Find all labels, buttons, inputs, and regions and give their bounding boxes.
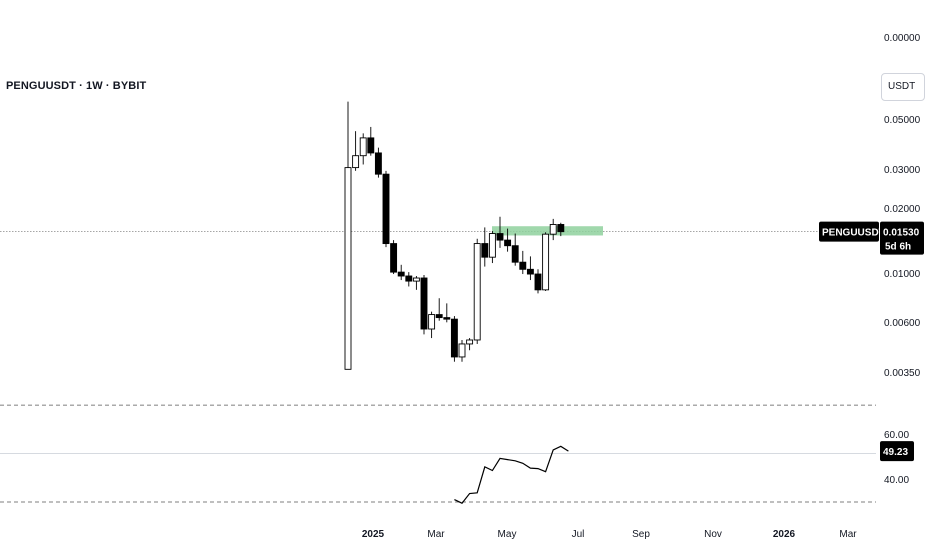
time-tick-label: Nov <box>704 529 722 540</box>
price-tick-label: 0.01000 <box>884 269 921 280</box>
candle-body <box>435 314 443 319</box>
candle-body <box>405 275 413 282</box>
candle-body <box>542 233 550 291</box>
grid-layer <box>0 231 876 503</box>
candle-body <box>359 137 367 157</box>
candle-body <box>374 152 382 175</box>
candle <box>428 311 436 339</box>
candle-body <box>382 173 390 245</box>
candle <box>435 298 443 321</box>
candle <box>352 131 360 171</box>
candle-body <box>412 277 420 282</box>
candle <box>367 126 375 156</box>
time-tick-label: Sep <box>632 529 650 540</box>
candle <box>549 218 557 241</box>
rsi-line <box>454 445 569 504</box>
candle-body <box>481 243 489 258</box>
price-tick-label: 0.00000 <box>884 33 921 44</box>
rsi-pane <box>454 445 569 504</box>
candle <box>473 238 481 344</box>
candle <box>374 147 382 178</box>
price-tick-label: 0.02000 <box>884 204 921 215</box>
candle-body <box>473 243 481 341</box>
candles <box>344 101 565 370</box>
candle-body <box>549 224 557 235</box>
resistance-zone-layer <box>492 226 603 236</box>
candle <box>420 275 428 335</box>
candle <box>481 227 489 267</box>
rsi-value-label: 49.23 <box>880 441 914 462</box>
candle <box>557 222 565 237</box>
time-tick-label: 2026 <box>773 529 796 540</box>
rsi-tick-label: 60.00 <box>884 430 909 441</box>
candle-body <box>496 233 504 241</box>
candle <box>542 232 550 292</box>
candle <box>466 338 474 351</box>
time-tick-label: 2025 <box>362 529 385 540</box>
time-tick-label: Mar <box>427 529 445 540</box>
candle-body <box>397 271 405 277</box>
resistance-zone[interactable] <box>492 226 603 236</box>
candle <box>412 276 420 290</box>
candle <box>519 250 527 275</box>
candle <box>511 233 519 266</box>
last-price-symbol: PENGUUSDT <box>822 228 885 239</box>
candle-body <box>504 239 512 247</box>
candle-body <box>352 155 360 169</box>
candle-body <box>428 314 436 330</box>
candle-body <box>526 268 534 275</box>
candle-body <box>466 339 474 345</box>
candle <box>526 256 534 281</box>
candle-body <box>450 318 458 358</box>
candle-body <box>458 343 466 358</box>
candle-body <box>420 277 428 330</box>
candle <box>504 228 512 252</box>
rsi-value: 49.23 <box>883 447 908 458</box>
rsi-tick-label: 40.00 <box>884 475 909 486</box>
price-tick-label: 0.00600 <box>884 318 921 329</box>
time-tick-label: May <box>498 529 517 540</box>
price-tick-label: 0.03000 <box>884 165 921 176</box>
candle-body <box>443 317 451 320</box>
candle <box>382 170 390 248</box>
last-price-value: 0.01530 <box>883 228 920 239</box>
axes: 0.00000 0.05000 0.03000 0.02000 0.01000 0.006… <box>362 33 924 540</box>
candle-body <box>511 245 519 263</box>
price-tick-label: 0.05000 <box>884 115 921 126</box>
candle <box>534 269 542 294</box>
bar-countdown: 5d 6h <box>885 242 911 253</box>
candle <box>443 303 451 323</box>
candle-body <box>534 273 542 291</box>
candle <box>390 240 398 275</box>
candle <box>405 272 413 287</box>
currency-unit-button[interactable]: USDT <box>881 73 925 101</box>
candle-body <box>390 243 398 273</box>
candle-body <box>488 233 496 258</box>
symbol-title: PENGUUSDT · 1W · BYBIT <box>6 80 147 92</box>
candle <box>496 216 504 248</box>
candle-body <box>344 167 352 370</box>
candle-body <box>557 224 565 233</box>
candle <box>450 316 458 362</box>
candle <box>359 133 367 165</box>
time-tick-label: Jul <box>572 529 585 540</box>
candle-body <box>519 261 527 270</box>
time-tick-label: Mar <box>839 529 857 540</box>
candle <box>344 101 352 370</box>
price-tick-label: 0.00350 <box>884 368 921 379</box>
candle <box>458 339 466 362</box>
candle-body <box>367 137 375 154</box>
candle <box>488 231 496 264</box>
candle <box>397 264 405 281</box>
